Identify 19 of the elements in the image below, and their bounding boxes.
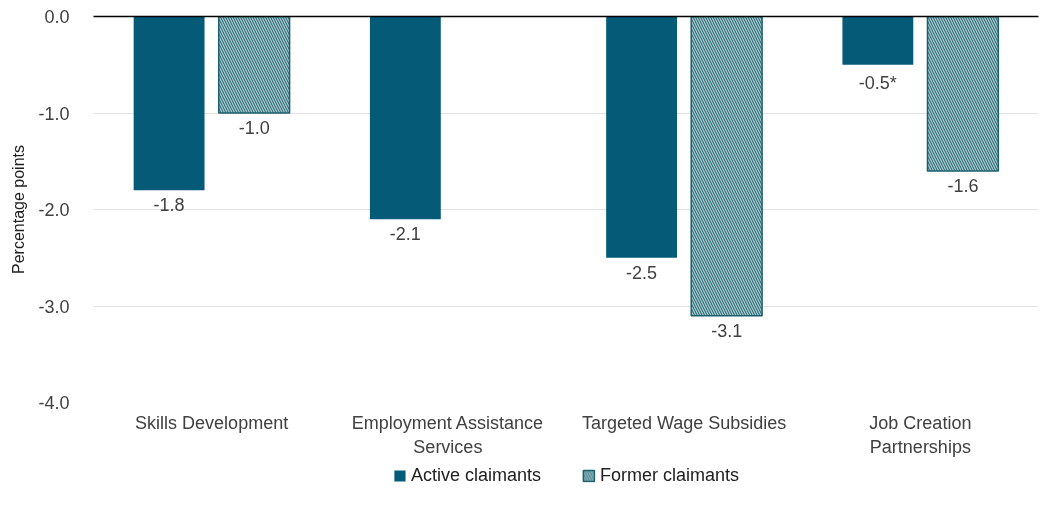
y-tick-label: -4.0: [38, 393, 70, 413]
x-tick-label: Job Creation Partnerships: [869, 412, 972, 457]
data-label: -0.5*: [858, 72, 897, 93]
legend-label: Former claimants: [600, 464, 740, 486]
data-label: -1.8: [153, 195, 185, 216]
y-tick-label: -1.0: [38, 103, 70, 124]
data-label: -3.1: [711, 320, 743, 341]
x-tick-label: Skills Development: [135, 412, 289, 433]
y-axis-title: Percentage points: [10, 145, 28, 274]
data-label: -2.5: [626, 262, 658, 283]
y-tick-label: 0.0: [44, 7, 70, 27]
data-label: -1.0: [238, 118, 270, 138]
y-tick-label: -2.0: [38, 200, 70, 220]
data-label: -1.6: [947, 175, 979, 196]
data-label: -2.1: [389, 224, 421, 245]
y-tick-label: -3.0: [38, 296, 70, 317]
legend-label: Active claimants: [410, 464, 542, 486]
x-tick-label: Targeted Wage Subsidies: [581, 412, 787, 433]
x-tick-label: Employment Assistance Services: [351, 412, 543, 457]
